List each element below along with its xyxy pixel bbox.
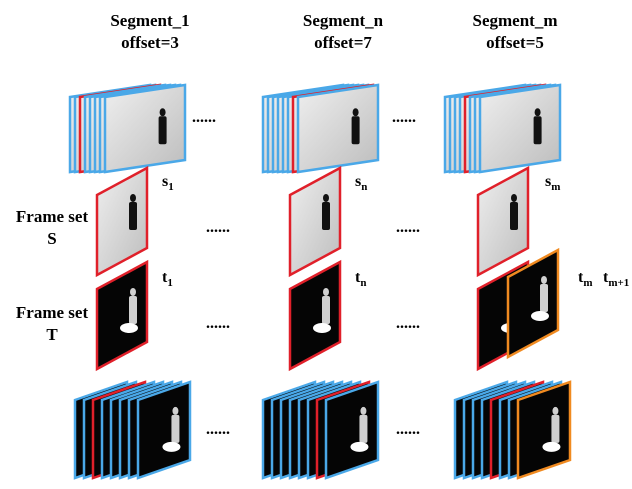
frame-set-label: Frame set [16, 303, 89, 322]
frame [105, 85, 185, 172]
frame-face [97, 262, 147, 369]
ellipsis: ...... [396, 421, 420, 438]
frame-face [326, 382, 378, 478]
figure-body [322, 296, 330, 324]
segment-title: Segment_m [473, 11, 558, 30]
frame [97, 262, 147, 369]
ellipsis: ...... [396, 315, 420, 332]
figure-head [172, 407, 178, 415]
figure-body [171, 415, 179, 443]
figure-base [120, 323, 138, 333]
index-label: s1 [162, 173, 174, 193]
figure-base [313, 323, 331, 333]
ellipsis: ...... [396, 219, 420, 236]
ellipsis: ...... [206, 421, 230, 438]
frame [518, 382, 570, 478]
index-label: t1 [162, 269, 173, 289]
figure-head [130, 288, 136, 296]
figure-body [359, 415, 367, 443]
figure-body [534, 116, 542, 144]
segment-offset: offset=5 [486, 33, 544, 52]
figure-body [510, 202, 518, 230]
index-label: tm+1 [603, 269, 629, 289]
diagram: Segment_1 offset=3 Segment_n offset=7 Segmen… [0, 0, 632, 489]
ellipsis: ...... [206, 219, 230, 236]
frame-face [97, 168, 147, 275]
index-sub: 1 [168, 181, 174, 193]
figure-head [323, 288, 329, 296]
frame-face [138, 382, 190, 478]
segment-title: Segment_n [303, 11, 384, 30]
figure-base [531, 311, 549, 321]
figure-head [160, 108, 166, 116]
frame-face [105, 85, 185, 172]
index-sub: n [361, 181, 367, 193]
segment-offset: offset=3 [121, 33, 179, 52]
figure-head [535, 108, 541, 116]
index-sub: m+1 [608, 277, 629, 289]
figure-head [360, 407, 366, 415]
ellipsis: ...... [392, 109, 416, 126]
figure-body [540, 284, 548, 312]
figure-head [541, 276, 547, 284]
frame-set-symbol: S [47, 229, 56, 248]
frame [508, 250, 558, 357]
figure-body [159, 116, 167, 144]
figure-body [551, 415, 559, 443]
index-label: tn [355, 269, 366, 289]
ellipsis: ...... [206, 315, 230, 332]
index-label: sn [355, 173, 367, 193]
frame [290, 262, 340, 369]
frame-set-symbol: T [46, 325, 58, 344]
figure-base [542, 442, 560, 452]
segment-offset: offset=7 [314, 33, 372, 52]
figure-head [130, 194, 136, 202]
frame [478, 168, 528, 275]
frame [480, 85, 560, 172]
frame-face [290, 262, 340, 369]
figure-base [162, 442, 180, 452]
figure-body [322, 202, 330, 230]
frame-face [478, 168, 528, 275]
index-label: sm [545, 173, 560, 193]
index-sub: 1 [167, 277, 173, 289]
frame-face [290, 168, 340, 275]
frame [326, 382, 378, 478]
index-sub: n [360, 277, 366, 289]
index-sub: m [583, 277, 592, 289]
frame [97, 168, 147, 275]
frame-face [508, 250, 558, 357]
frame-face [480, 85, 560, 172]
frame-set-label: Frame set [16, 207, 89, 226]
figure-body [129, 202, 137, 230]
frame [138, 382, 190, 478]
figure-base [350, 442, 368, 452]
figure-head [323, 194, 329, 202]
figure-head [353, 108, 359, 116]
segment-title: Segment_1 [110, 11, 189, 30]
ellipsis: ...... [192, 109, 216, 126]
index-label: tm [578, 269, 593, 289]
frame [298, 85, 378, 172]
frame-face [298, 85, 378, 172]
frame-face [518, 382, 570, 478]
figure-body [129, 296, 137, 324]
figure-body [352, 116, 360, 144]
frame [290, 168, 340, 275]
figure-head [552, 407, 558, 415]
index-sub: m [551, 181, 560, 193]
figure-head [511, 194, 517, 202]
